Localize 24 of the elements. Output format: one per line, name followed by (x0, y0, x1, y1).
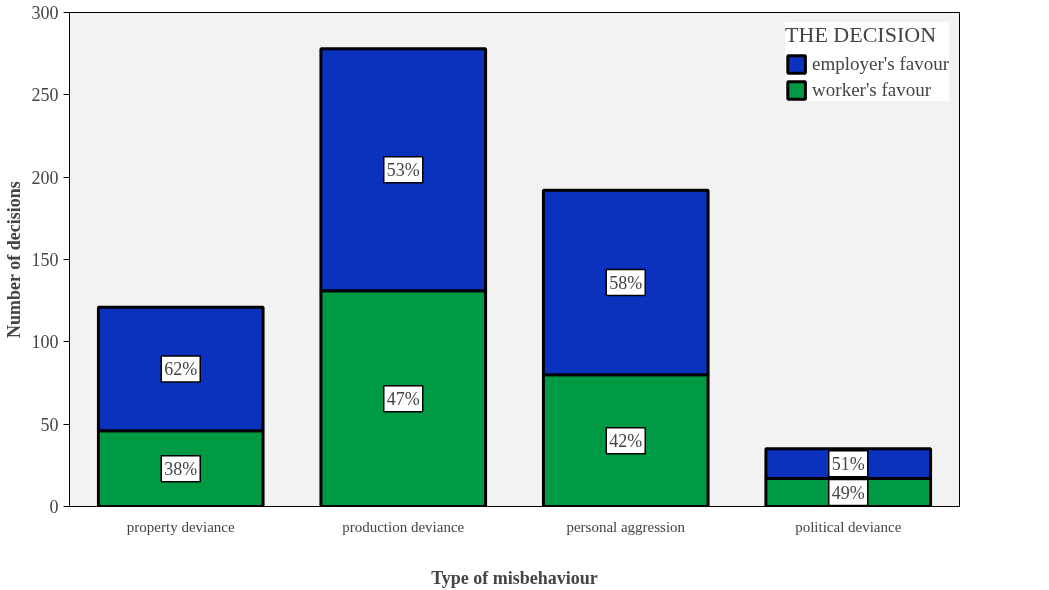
y-tick-label: 150 (31, 250, 59, 270)
y-tick-label: 300 (31, 3, 59, 23)
y-tick-label: 200 (31, 167, 59, 188)
x-tick-label: political deviance (795, 518, 902, 535)
annotation: 58% (609, 272, 643, 293)
y-tick-label: 50 (40, 414, 59, 435)
legend-label: employer's favour (812, 53, 949, 75)
y-tick-label: 0 (49, 497, 59, 517)
y-tick-label: 250 (31, 85, 59, 106)
annotation: 51% (831, 453, 865, 474)
x-tick-label: production deviance (342, 518, 465, 535)
x-tick-label: personal aggression (566, 518, 686, 535)
y-axis-title: Number of decisions (3, 181, 24, 338)
y-tick-label: 100 (31, 332, 59, 353)
annotation: 62% (164, 359, 198, 379)
legend-label: worker's favour (812, 79, 932, 101)
x-axis-title: Type of misbehaviour (431, 567, 598, 588)
annotation: 38% (164, 458, 198, 479)
annotation: 53% (386, 159, 420, 180)
x-tick-label: property deviance (126, 518, 236, 535)
annotation: 49% (831, 482, 865, 503)
legend-title: THE DECISION (785, 22, 938, 48)
annotation: 47% (386, 388, 420, 409)
annotation: 42% (609, 430, 643, 451)
